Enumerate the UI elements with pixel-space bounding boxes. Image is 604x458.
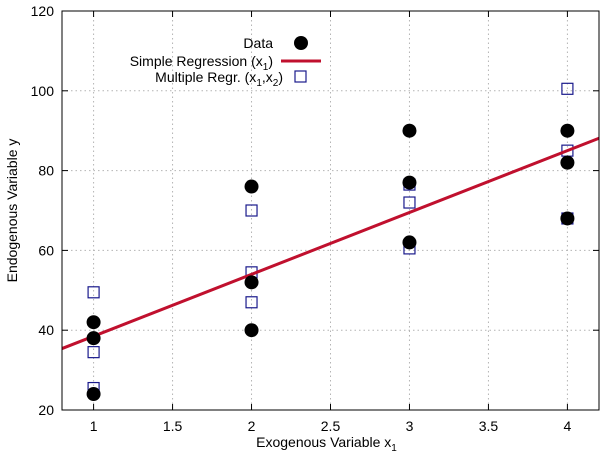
data-point [86,331,101,346]
multiple-regression-point [87,286,100,299]
legend-marker-data [294,36,308,50]
legend-label-data: Data [243,35,273,51]
y-axis-label: Endogenous Variable y [4,139,20,283]
tick-labels: 1 1.5 2 2.5 3 3.5 4 20 40 60 80 100 120 [31,3,572,434]
data-point [402,123,417,138]
data-point [402,175,417,190]
x-tick-label: 3.5 [479,418,499,434]
y-tick-label: 60 [38,242,54,258]
multiple-regression-point [561,82,574,95]
legend-label-simple-regression: Simple Regression (x1) [130,53,273,73]
data-point [560,155,575,170]
x-tick-label: 1 [90,418,98,434]
axis-ticks [62,10,599,411]
data-point [244,275,259,290]
legend-label-multiple-regression: Multiple Regr. (x1,x2) [155,69,283,89]
data-point [86,387,101,402]
x-tick-label: 2.5 [321,418,341,434]
data-point [86,315,101,330]
x-tick-label: 3 [406,418,414,434]
multiple-regression-point [245,296,258,309]
legend: Data Simple Regression (x1) Multiple Reg… [130,35,321,89]
multiple-regression-point [403,196,416,209]
multiple-regression-point [87,346,100,359]
x-tick-label: 1.5 [163,418,183,434]
x-tick-label: 4 [564,418,572,434]
data-point [244,323,259,338]
y-tick-label: 40 [38,322,54,338]
y-tick-label: 20 [38,402,54,418]
simple-regression-line [61,136,600,350]
x-tick-label: 2 [248,418,256,434]
multiple-regression-point [245,204,258,217]
data-point [560,123,575,138]
data-point [560,211,575,226]
y-tick-label: 120 [31,3,55,19]
data-point [402,235,417,250]
data-point [244,179,259,194]
plot-area [61,82,600,402]
grid [62,11,599,410]
y-tick-label: 100 [31,83,55,99]
legend-marker-multiple-regression [294,70,307,83]
x-axis-label: Exogenous Variable x1 [256,434,397,454]
y-tick-label: 80 [38,163,54,179]
